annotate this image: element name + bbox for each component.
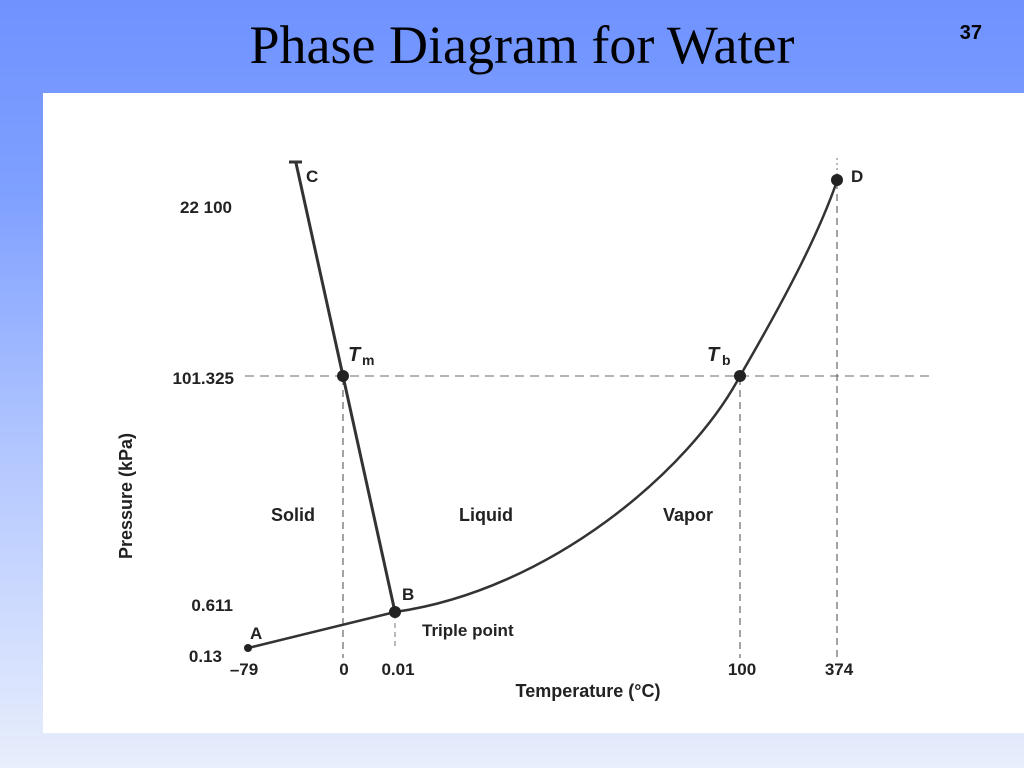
point-b-label: B [402,585,414,604]
y-tick-22100: 22 100 [180,198,232,217]
melting-curve-bc [294,162,397,613]
tm-label-main: T [348,344,362,366]
tm-label-subscript: m [362,352,374,368]
x-tick-0: 0 [339,660,348,679]
sublimation-curve-ab [247,610,396,650]
y-tick-101.325: 101.325 [173,369,234,388]
critical-point-d-marker [831,174,843,186]
vaporization-curve-bd [394,180,839,614]
x-axis-title: Temperature (°C) [516,681,661,701]
point-a-label: A [250,624,262,643]
y-axis-title: Pressure (kPa) [116,433,136,559]
tb-label-subscript: b [722,352,731,368]
region-solid-label: Solid [271,505,315,525]
figure-panel [43,93,1024,733]
melting-point-tm-marker [337,370,349,382]
region-vapor-label: Vapor [663,505,713,525]
x-tick-minus79: –79 [230,660,258,679]
x-tick-0.01: 0.01 [381,660,414,679]
boiling-point-tb-marker [734,370,746,382]
region-liquid-label: Liquid [459,505,513,525]
x-tick-100: 100 [728,660,756,679]
triple-point-b-marker [389,606,401,618]
slide-number: 37 [959,22,982,44]
y-tick-0.611: 0.611 [191,596,233,615]
x-tick-374: 374 [825,660,854,679]
tb-label-main: T [707,344,721,366]
y-tick-0.13: 0.13 [189,647,222,666]
triple-point-label: Triple point [422,621,514,640]
point-a-marker [244,644,252,652]
point-c-label: C [306,167,318,186]
slide-title: Phase Diagram for Water [249,15,795,75]
point-d-label: D [851,167,863,186]
